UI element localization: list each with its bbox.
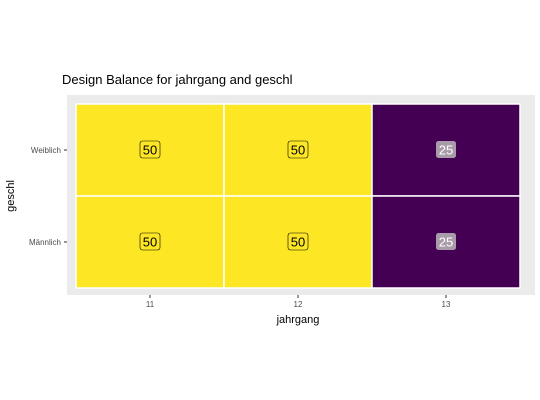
cell-label-background [436, 233, 456, 250]
cell-value-label: 50 [143, 235, 157, 250]
cell-value-label: 50 [291, 143, 305, 158]
cell-label-background [139, 232, 161, 251]
x-tick-label: 12 [294, 300, 303, 309]
cell-value-label: 50 [291, 235, 305, 250]
y-tick-label: Männlich [29, 238, 61, 247]
cell-label-background [436, 141, 456, 158]
cell-label-background [139, 140, 161, 159]
cell-value-label: 50 [143, 143, 157, 158]
chart-title: Design Balance for jahrgang and geschl [62, 72, 293, 87]
cell-value-label: 25 [439, 235, 453, 250]
cell-value-label: 25 [439, 143, 453, 158]
x-axis-ticks: 11 12 13 [146, 295, 451, 309]
x-axis-title: jahrgang [276, 314, 320, 326]
x-tick-label: 13 [442, 300, 451, 309]
y-axis-ticks: Weiblich Männlich [29, 146, 67, 247]
y-tick-label: Weiblich [31, 146, 61, 155]
heatmap-cells: 50 50 25 50 50 25 [75, 103, 521, 289]
y-axis-title: geschl [5, 180, 17, 212]
cell-label-background [287, 232, 309, 251]
cell-label-background [287, 140, 309, 159]
x-tick-label: 11 [146, 300, 155, 309]
